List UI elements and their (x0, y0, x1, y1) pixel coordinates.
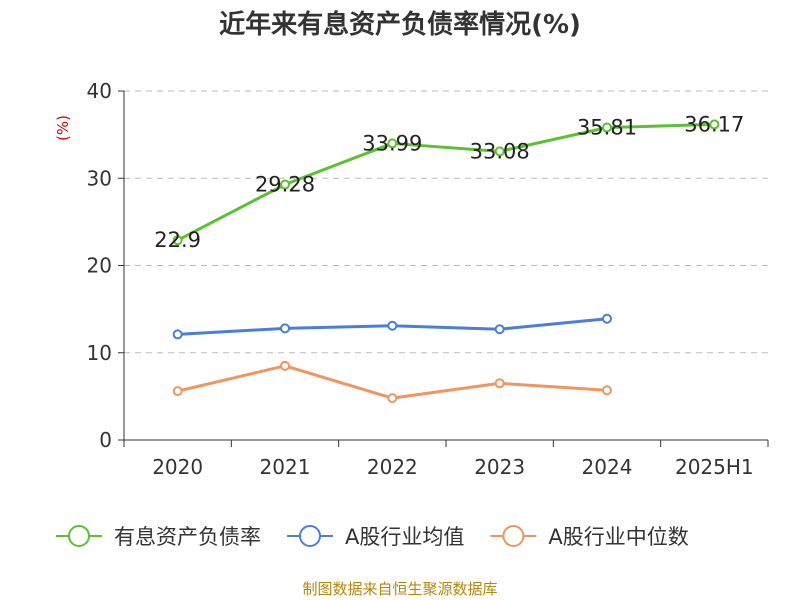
data-point (494, 324, 505, 335)
data-point (280, 179, 290, 190)
data-point (387, 393, 398, 404)
data-point (602, 122, 612, 133)
data-label: 33.99 (362, 131, 422, 155)
x-tick-label: 2021 (260, 455, 311, 479)
data-point (494, 146, 505, 157)
y-tick-label: 20 (87, 254, 112, 278)
x-tick-label: 2024 (582, 455, 633, 479)
series-line (176, 122, 715, 242)
data-point (387, 138, 398, 149)
data-point (172, 329, 183, 340)
data-point (387, 320, 398, 331)
data-point (280, 360, 290, 371)
data-point (602, 313, 612, 324)
x-tick-label: 2022 (367, 455, 418, 479)
data-point (709, 119, 720, 130)
data-point (602, 385, 612, 396)
legend-label: A股行业均值 (345, 525, 464, 549)
y-tick-label: 30 (87, 166, 112, 190)
data-label: 22.9 (154, 228, 201, 252)
y-tick-label: 0 (99, 428, 112, 452)
legend-marker (299, 525, 321, 547)
data-label: 33.08 (470, 139, 530, 163)
y-tick-label: 40 (87, 79, 112, 103)
legend-marker (502, 525, 525, 547)
chart-title: 近年来有息资产负债率情况(%) (219, 10, 581, 40)
data-point (172, 235, 183, 246)
data-point (280, 323, 290, 334)
legend-label: 有息资产负债率 (114, 525, 261, 549)
data-label: 29.28 (255, 173, 315, 197)
y-axis-unit: (%) (54, 115, 72, 141)
data-point (172, 386, 183, 397)
x-tick-label: 2020 (152, 455, 203, 479)
y-tick-label: 10 (87, 341, 112, 365)
legend-label: A股行业中位数 (548, 525, 688, 549)
data-point (494, 378, 505, 389)
data-label: 35.81 (577, 116, 637, 140)
data-label: 36.17 (684, 112, 744, 136)
x-tick-label: 2025H1 (675, 455, 754, 479)
source-note: 制图数据来自恒生聚源数据库 (302, 580, 498, 598)
x-tick-label: 2023 (474, 455, 525, 479)
legend-marker (68, 525, 90, 547)
